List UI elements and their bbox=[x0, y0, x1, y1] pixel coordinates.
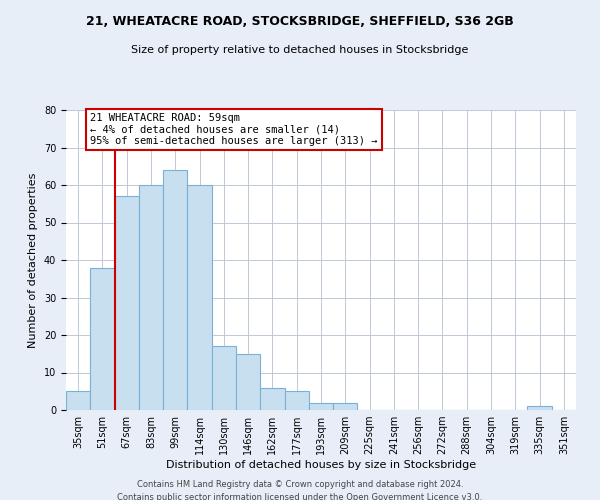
Bar bbox=[139, 185, 163, 410]
Text: Size of property relative to detached houses in Stocksbridge: Size of property relative to detached ho… bbox=[131, 45, 469, 55]
Bar bbox=[66, 391, 90, 410]
Y-axis label: Number of detached properties: Number of detached properties bbox=[28, 172, 38, 348]
Bar bbox=[115, 196, 139, 410]
Text: Contains public sector information licensed under the Open Government Licence v3: Contains public sector information licen… bbox=[118, 492, 482, 500]
Text: 21 WHEATACRE ROAD: 59sqm
← 4% of detached houses are smaller (14)
95% of semi-de: 21 WHEATACRE ROAD: 59sqm ← 4% of detache… bbox=[90, 113, 378, 146]
Bar bbox=[333, 402, 358, 410]
X-axis label: Distribution of detached houses by size in Stocksbridge: Distribution of detached houses by size … bbox=[166, 460, 476, 470]
Bar bbox=[284, 391, 309, 410]
Bar bbox=[260, 388, 284, 410]
Bar bbox=[187, 185, 212, 410]
Bar bbox=[236, 354, 260, 410]
Text: 21, WHEATACRE ROAD, STOCKSBRIDGE, SHEFFIELD, S36 2GB: 21, WHEATACRE ROAD, STOCKSBRIDGE, SHEFFI… bbox=[86, 15, 514, 28]
Bar bbox=[90, 268, 115, 410]
Bar bbox=[163, 170, 187, 410]
Text: Contains HM Land Registry data © Crown copyright and database right 2024.: Contains HM Land Registry data © Crown c… bbox=[137, 480, 463, 489]
Bar bbox=[527, 406, 552, 410]
Bar bbox=[212, 346, 236, 410]
Bar bbox=[309, 402, 333, 410]
